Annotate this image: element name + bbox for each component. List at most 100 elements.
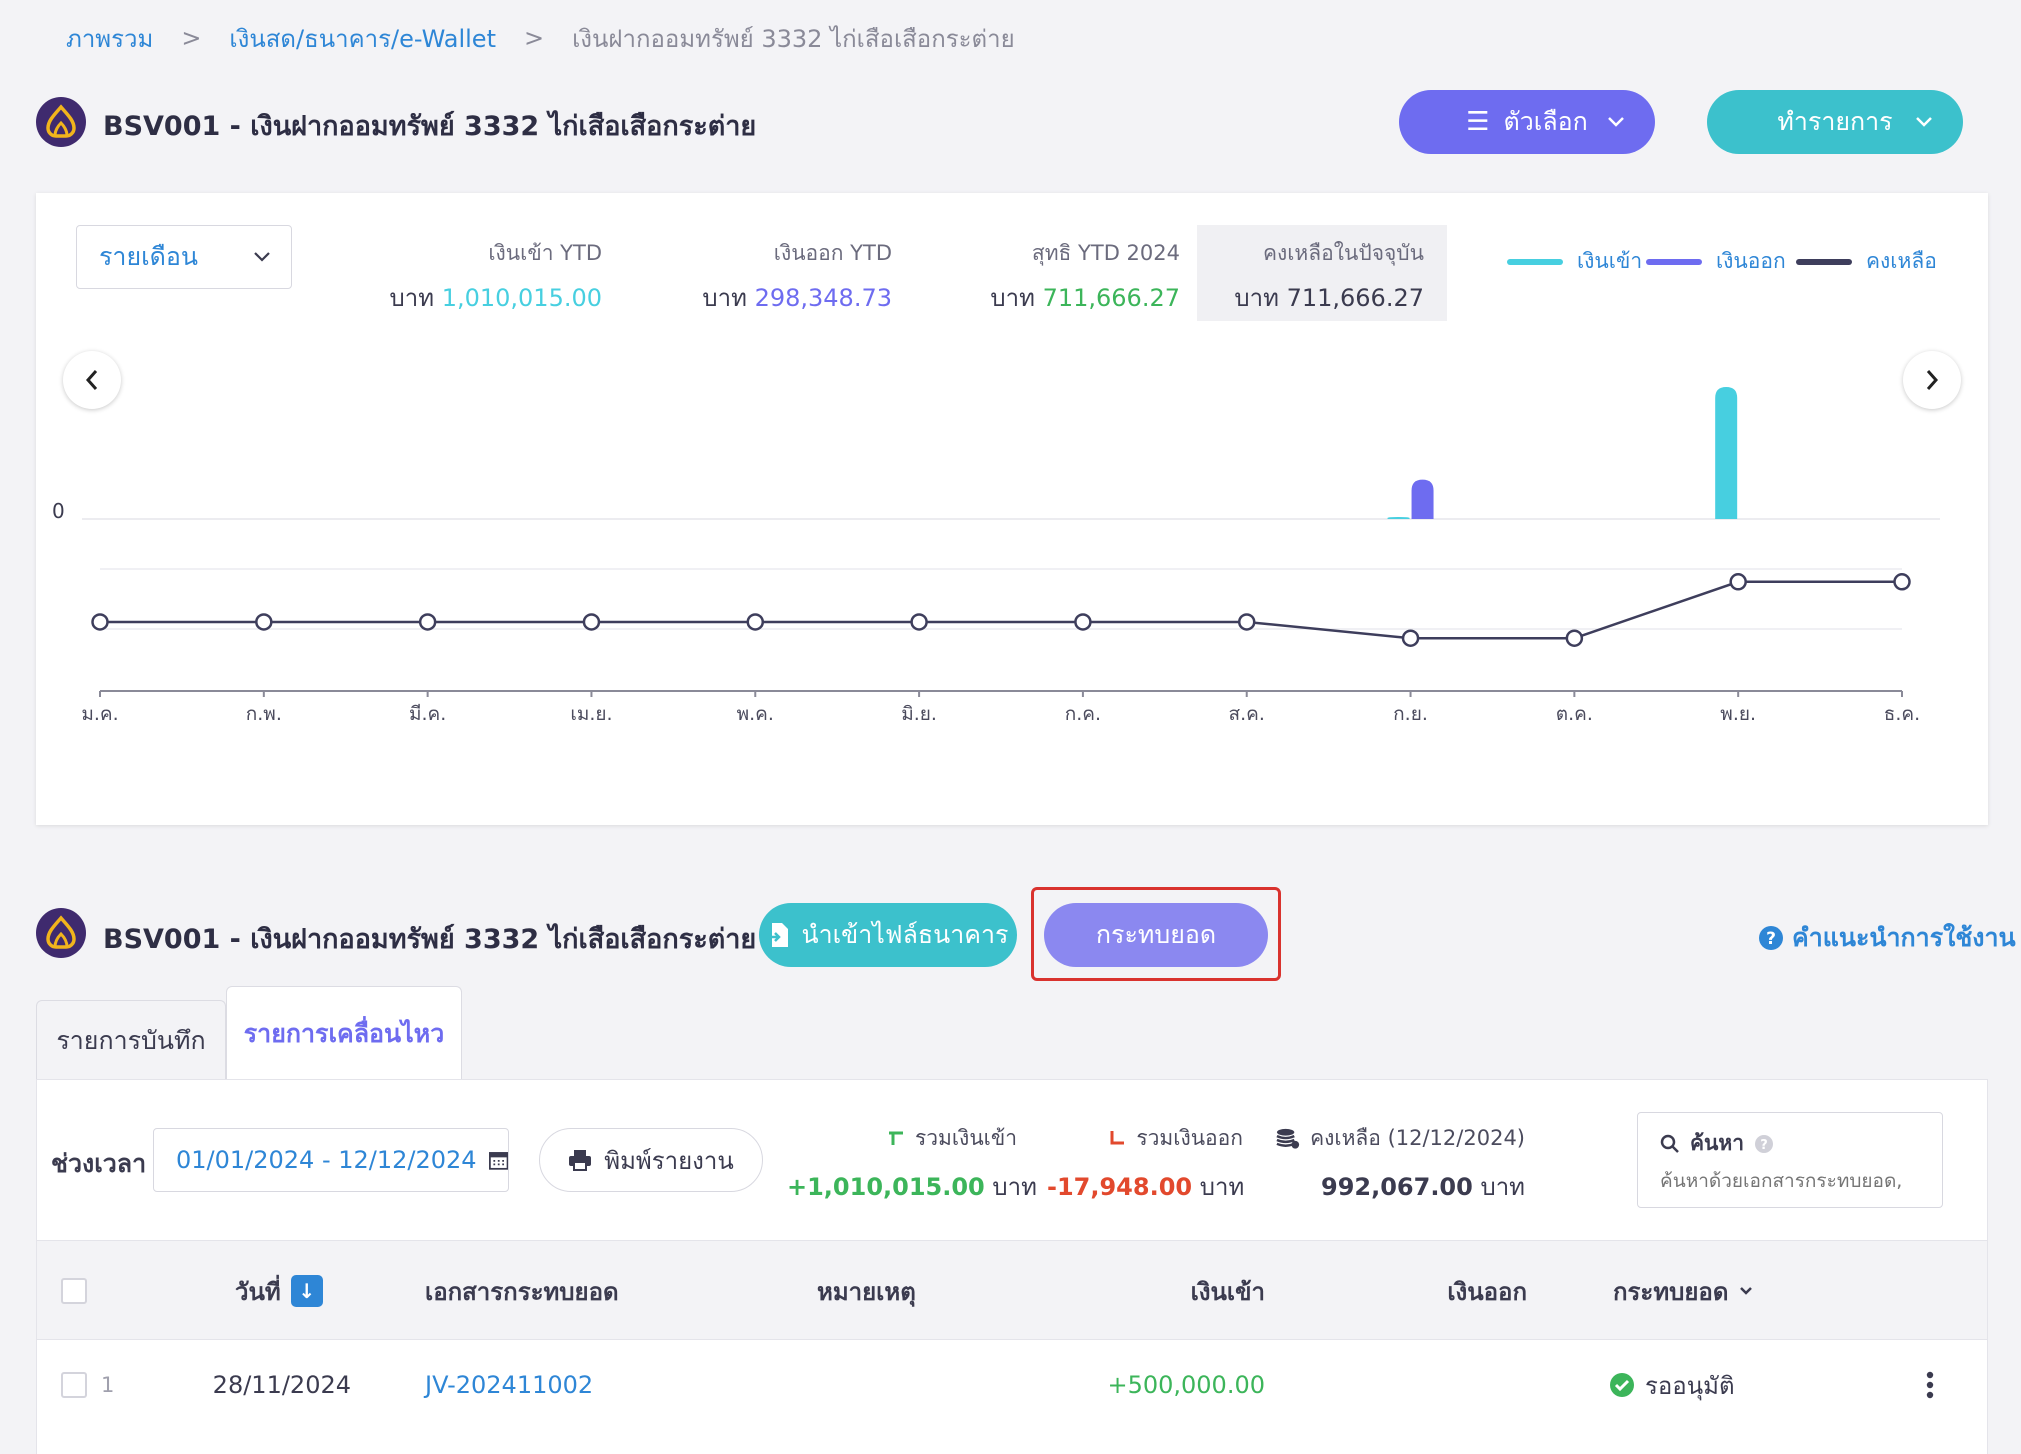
row-more-icon[interactable]	[1917, 1340, 1943, 1430]
help-icon: ?	[1759, 926, 1783, 950]
balance-total-label: คงเหลือ (12/12/2024)	[1310, 1126, 1525, 1150]
highlight-frame	[1031, 887, 1281, 981]
bank-logo-icon	[36, 97, 86, 147]
stat-expense-label: เงินออก YTD	[773, 241, 892, 265]
stat-net-value: 711,666.27	[1042, 284, 1180, 312]
row-doc-link[interactable]: JV-202411002	[425, 1371, 594, 1399]
breadcrumb-home[interactable]: ภาพรวม	[66, 24, 154, 53]
select-all-checkbox[interactable]	[61, 1241, 87, 1341]
legend-income: เงินเข้า	[1507, 245, 1642, 278]
x-tick-label-4: เม.ย.	[570, 703, 612, 725]
import-bank-file-button[interactable]: นำเข้าไฟล์ธนาคาร	[759, 903, 1017, 967]
legend-balance: คงเหลือ	[1796, 245, 1937, 278]
total-in-unit: บาท	[992, 1173, 1037, 1201]
svg-text:?: ?	[1760, 1138, 1768, 1153]
chevron-right-icon	[1926, 370, 1939, 390]
calendar-icon	[488, 1152, 508, 1170]
search-icon	[1660, 1134, 1679, 1153]
table-row: 1 28/11/2024 JV-202411002 +500,000.00 รอ…	[37, 1340, 1987, 1430]
x-tick-label-10: ต.ค.	[1556, 703, 1593, 725]
x-tick-label-3: มี.ค.	[409, 703, 446, 725]
search-input[interactable]	[1660, 1170, 1920, 1192]
chevron-down-icon	[253, 226, 271, 288]
print-report-label: พิมพ์รายงาน	[604, 1146, 734, 1175]
total-in-value: +1,010,015.00	[787, 1173, 985, 1201]
balance-point-11	[1729, 573, 1747, 591]
breadcrumb-current: เงินฝากออมทรัพย์ 3332 ไก่เสือเสือกระต่าย	[572, 24, 1015, 53]
stat-balance-box	[1197, 225, 1447, 321]
row-index: 1	[101, 1373, 115, 1397]
reconcile-button[interactable]: กระทบยอด	[1044, 903, 1268, 967]
stat-balance-amount: บาท 711,666.27	[1234, 284, 1424, 312]
help-label: คำแนะนำการใช้งาน	[1792, 923, 2016, 952]
transact-button[interactable]: ทำรายการ	[1707, 90, 1963, 154]
total-out-value: -17,948.00	[1047, 1173, 1193, 1201]
tab-records[interactable]: รายการบันทึก	[36, 1000, 226, 1080]
account-title: BSV001 - เงินฝากออมทรัพย์ 3332 ไก่เสือเส…	[103, 111, 757, 142]
legend-expense-swatch	[1646, 258, 1702, 265]
search-label: ค้นหา	[1690, 1131, 1745, 1155]
legend-expense-label: เงินออก	[1716, 249, 1786, 273]
transact-label: ทำรายการ	[1777, 107, 1893, 136]
period-select[interactable]: รายเดือน	[76, 225, 292, 289]
x-tick-label-9: ก.ย.	[1393, 703, 1428, 725]
movements-panel: ช่วงเวลา 01/01/2024 - 12/12/2024 พิมพ์รา…	[36, 1079, 1988, 1454]
check-circle-icon	[1610, 1373, 1634, 1397]
breadcrumb-separator: >	[181, 24, 202, 52]
stat-income: เงินเข้า YTD บาท 1,010,015.00	[366, 237, 602, 317]
help-link[interactable]: ? คำแนะนำการใช้งาน	[1758, 918, 2016, 958]
column-reconcile[interactable]: กระทบยอด	[1613, 1241, 1754, 1341]
chart-next-button[interactable]	[1903, 351, 1961, 409]
balance-total-value: 992,067.00	[1321, 1173, 1473, 1201]
column-date[interactable]: วันที่ ↓	[235, 1241, 323, 1341]
svg-text:?: ?	[1766, 929, 1776, 949]
row-checkbox[interactable]	[61, 1340, 87, 1430]
bar-income-9	[1387, 517, 1410, 519]
sort-down-icon[interactable]: ↓	[290, 1275, 323, 1307]
tab-movements-label: รายการเคลื่อนไหว	[243, 1018, 445, 1048]
legend-income-label: เงินเข้า	[1577, 249, 1643, 273]
breadcrumb-cash-bank[interactable]: เงินสด/ธนาคาร/e-Wallet	[229, 24, 496, 53]
legend-expense: เงินออก	[1646, 245, 1786, 278]
chevron-down-icon	[1740, 1287, 1753, 1295]
balance-point-9	[1401, 629, 1420, 647]
chevron-down-icon	[1915, 90, 1933, 154]
arrow-out-icon	[1110, 1130, 1125, 1144]
chart-card: รายเดือน เงินเข้า YTD บาท 1,010,015.00 เ…	[36, 193, 1988, 825]
period-select-value: รายเดือน	[99, 242, 198, 271]
period-label: ช่วงเวลา	[51, 1149, 147, 1178]
balance-point-3	[418, 613, 437, 631]
balance-line	[100, 580, 1902, 640]
stat-income-amount: บาท 1,010,015.00	[389, 284, 602, 312]
options-button[interactable]: ☰ ตัวเลือก	[1399, 90, 1655, 154]
chart-prev-button[interactable]	[63, 351, 121, 409]
row-income: +500,000.00	[1107, 1371, 1265, 1399]
x-tick-label-11: พ.ย.	[1720, 703, 1756, 725]
stat-net-amount: บาท 711,666.27	[990, 284, 1180, 312]
tab-movements[interactable]: รายการเคลื่อนไหว	[226, 986, 462, 1080]
bar-income-11	[1715, 387, 1738, 519]
stat-income-value: 1,010,015.00	[441, 284, 602, 312]
x-tick-label-12: ธ.ค.	[1884, 703, 1920, 725]
breadcrumb-separator: >	[523, 24, 545, 52]
balance-point-10	[1565, 629, 1584, 647]
chevron-down-icon	[1607, 90, 1625, 154]
balance-point-8	[1237, 613, 1256, 631]
column-note: หมายเหตุ	[817, 1277, 916, 1306]
balance-point-2	[255, 613, 273, 631]
x-tick-label-6: มิ.ย.	[901, 703, 937, 725]
column-income: เงินเข้า	[1190, 1277, 1265, 1306]
date-range-input[interactable]: 01/01/2024 - 12/12/2024	[153, 1128, 509, 1192]
arrow-in-icon	[888, 1131, 903, 1145]
help-icon[interactable]: ?	[1754, 1134, 1774, 1154]
section-account-title: BSV001 - เงินฝากออมทรัพย์ 3332 ไก่เสือเส…	[103, 924, 757, 955]
total-out-label: รวมเงินออก	[1136, 1126, 1243, 1150]
row-date: 28/11/2024	[212, 1371, 351, 1399]
stat-net: สุทธิ YTD 2024 บาท 711,666.27	[944, 237, 1180, 317]
column-expense: เงินออก	[1447, 1277, 1527, 1306]
table-header: วันที่ ↓ เอกสารกระทบยอด หมายเหตุ เงินเข้…	[37, 1240, 1987, 1340]
balance-point-7	[1074, 613, 1092, 631]
print-report-button[interactable]: พิมพ์รายงาน	[539, 1128, 763, 1192]
column-doc: เอกสารกระทบยอด	[425, 1277, 619, 1306]
balance-point-6	[910, 613, 928, 631]
